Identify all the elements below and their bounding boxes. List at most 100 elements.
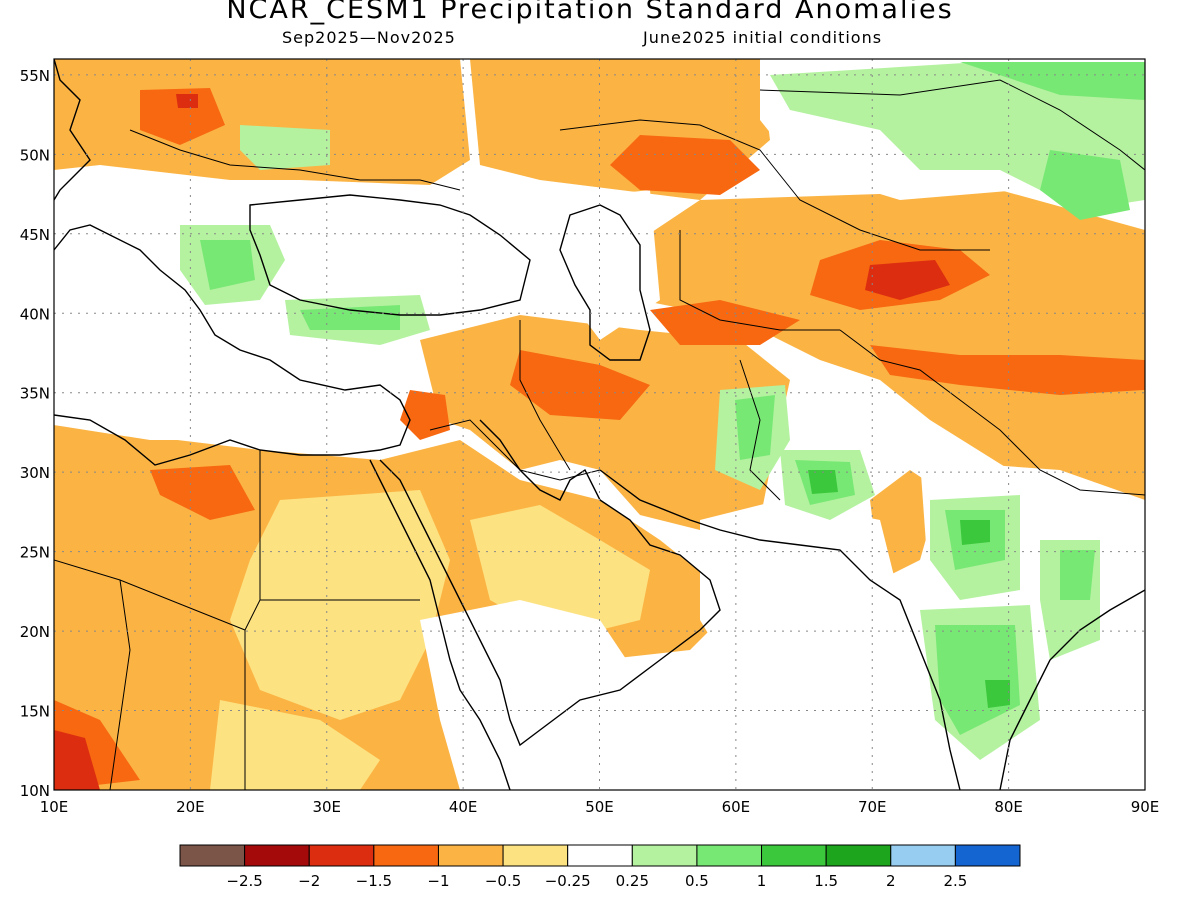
legend-swatch (890, 844, 956, 867)
legend-tick-label: −1.5 (356, 872, 392, 890)
anomaly-chad-max (54, 730, 100, 790)
border-himalaya (839, 329, 1145, 496)
caspian-coast (559, 204, 651, 361)
border-iraq-iran (519, 320, 571, 471)
legend-colorbar (179, 844, 1021, 867)
legend-tick-label: −0.5 (485, 872, 521, 890)
anomaly-balkans-wet-strong (200, 240, 255, 290)
baltic-coast (54, 59, 91, 201)
anomaly-deccan-wet-strong (935, 625, 1020, 735)
legend-swatch (308, 844, 375, 867)
legend-tick-label: 2 (886, 872, 896, 890)
lat-tick-label: 40N (20, 305, 50, 323)
lon-tick-label: 20E (176, 798, 205, 816)
legend-swatch (179, 844, 246, 867)
red-sea-west-coast (369, 459, 511, 790)
graticule (54, 59, 1145, 790)
legend-tick-label: −2.5 (226, 872, 262, 890)
country-borders (54, 79, 1145, 790)
arabia-coast (379, 419, 721, 747)
lat-tick-label: 35N (20, 385, 50, 403)
lat-tick-label: 45N (20, 226, 50, 244)
anomaly-middle-east-dry (420, 315, 790, 530)
anomaly-sindh-wet-core (808, 470, 838, 494)
black-sea-coast (249, 194, 531, 316)
legend-tick-label: 2.5 (943, 872, 967, 890)
iran-india-coast (599, 469, 961, 790)
east-india-coast (999, 589, 1145, 790)
border-central-asia (679, 230, 840, 331)
anomaly-sudan-weak (230, 490, 450, 720)
border-kazakhstan (559, 119, 990, 251)
legend-swatch (825, 844, 892, 867)
border-libya-egypt (244, 450, 261, 790)
season-label: Sep2025—Nov2025 (282, 28, 456, 47)
anomaly-tibet-core (870, 345, 1145, 395)
lon-tick-label: 90E (1131, 798, 1160, 816)
legend-tick-label: −1 (427, 872, 449, 890)
lon-tick-label: 40E (449, 798, 478, 816)
anomaly-central-asia-dry (640, 190, 1145, 500)
mediterranean-coast (54, 224, 411, 466)
lat-tick-label: 20N (20, 623, 50, 641)
legend-swatch (373, 844, 439, 867)
legend-swatch (631, 844, 698, 867)
lat-tick-label: 50N (20, 146, 50, 164)
lon-tick-label: 60E (722, 798, 751, 816)
legend-swatch (761, 844, 827, 867)
anomaly-red-sea-neutral (420, 600, 640, 790)
anomaly-poland-core (140, 88, 225, 145)
legend-swatch (696, 844, 763, 867)
lon-tick-label: 30E (312, 798, 341, 816)
legend-swatch (437, 844, 504, 867)
anomaly-pakistan-wet-strong (735, 395, 775, 460)
legend-swatch (502, 844, 569, 867)
legend-tick-label: 1 (757, 872, 767, 890)
anomaly-turkmen-core (650, 300, 800, 345)
border-iraq-saudi (429, 419, 601, 481)
lat-tick-label: 55N (20, 67, 50, 85)
plot-frame (53, 58, 1146, 791)
anomaly-levant-core (400, 390, 450, 440)
lat-tick-label: 15N (20, 703, 50, 721)
lon-tick-label: 10E (40, 798, 69, 816)
anomaly-turkey-wet-strong (300, 305, 400, 330)
anomaly-central-india-wet-core (960, 520, 990, 545)
anomaly-bengal-wet-strong (1060, 550, 1095, 600)
lon-tick-label: 70E (858, 798, 887, 816)
anomaly-sahel-weak (210, 700, 380, 790)
border-iran-pakistan (739, 359, 781, 501)
anomaly-manchuria-wet (1040, 150, 1130, 220)
lon-tick-label: 50E (585, 798, 614, 816)
anomaly-ukraine-wet (240, 125, 330, 170)
anomaly-mediterranean-neutral (54, 320, 420, 440)
legend-tick-label: −0.25 (545, 872, 591, 890)
legend-labels: −2.5 −2 −1.5 −1 −0.5 −0.25 0.25 0.5 1 1.5 2 2.5 (226, 872, 967, 890)
legend-tick-label: 0.25 (616, 872, 649, 890)
legend-swatch (954, 844, 1021, 867)
lat-tick-label: 25N (20, 544, 50, 562)
lat-tick-label: 10N (20, 782, 50, 800)
lon-tick-label: 80E (994, 798, 1023, 816)
lat-tick-label: 30N (20, 464, 50, 482)
border-chad-sudan (109, 579, 131, 790)
border-ukraine (129, 129, 461, 191)
legend-tick-label: 1.5 (814, 872, 838, 890)
anomaly-libya-core (150, 465, 255, 520)
anomaly-iran-west-core (510, 350, 650, 420)
border-russia-mongolia (759, 79, 1145, 171)
legend-tick-label: 0.5 (685, 872, 709, 890)
anomaly-tien-shan-max (865, 260, 950, 300)
anomaly-mongolia-wet-strong (960, 62, 1145, 100)
map-title: NCAR_CESM1 Precipitation Standard Anomal… (226, 0, 954, 25)
legend-swatch (567, 844, 633, 867)
initial-conditions-label: June2025 initial conditions (643, 28, 883, 47)
anomaly-deccan-wet-core (985, 680, 1010, 708)
anomaly-field (54, 59, 1145, 790)
legend-tick-label: −2 (298, 872, 320, 890)
anomaly-kazakh-core (610, 135, 760, 195)
anomaly-poland-max (176, 94, 198, 108)
anomaly-arabian-sea-neutral (700, 500, 970, 790)
